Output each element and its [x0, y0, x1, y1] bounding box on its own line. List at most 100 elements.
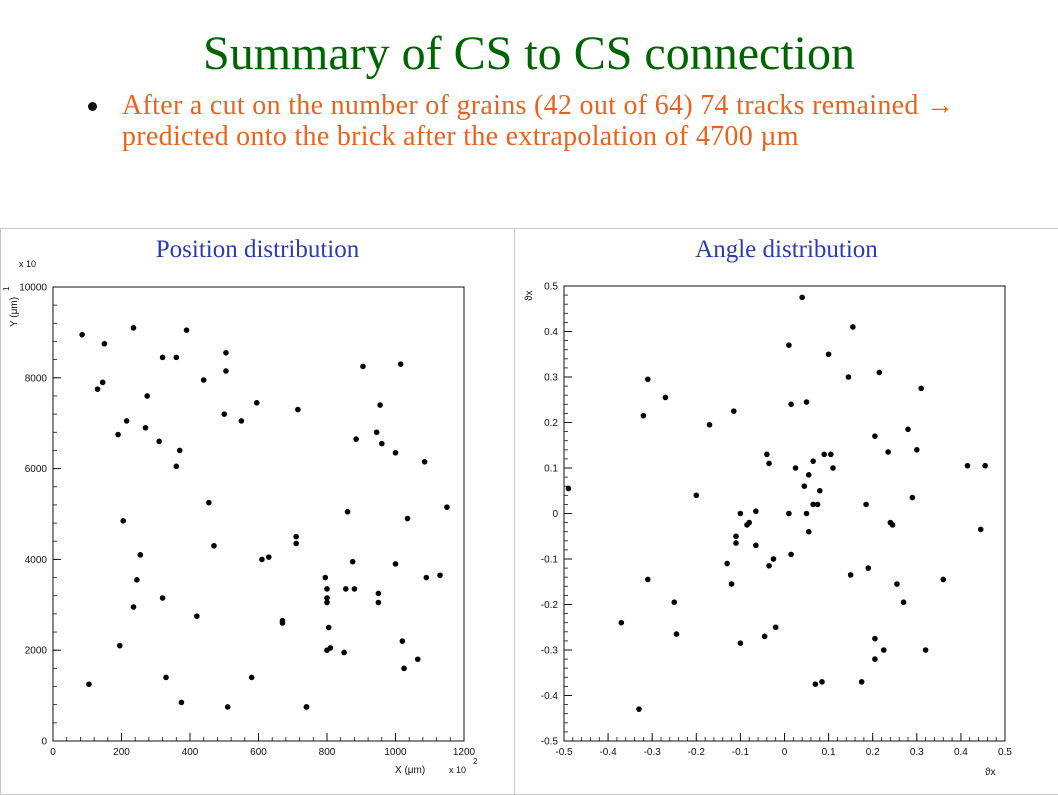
position-data-point [375, 590, 382, 597]
position-data-point [206, 499, 212, 506]
angle-x-tick-label: -0.2 [688, 747, 706, 758]
angle-y-tick-label: 0.4 [544, 327, 558, 338]
position-data-point [238, 418, 245, 424]
angle-data-point [845, 374, 852, 380]
position-data-point [253, 399, 260, 406]
position-x-tick-label: 1200 [453, 747, 476, 758]
position-data-point [79, 331, 85, 338]
position-data-point [123, 418, 130, 424]
angle-data-point [565, 485, 572, 492]
angle-x-tick-label: -0.1 [732, 747, 750, 758]
position-y-tick-label: 8000 [25, 373, 48, 384]
angle-data-point [814, 501, 821, 508]
position-data-point [322, 574, 329, 581]
angle-data-point [872, 656, 878, 662]
angle-y-tick-label: 0.2 [544, 418, 558, 429]
angle-data-point [788, 401, 794, 408]
position-data-point [343, 586, 349, 592]
angle-x-tick-label: -0.3 [644, 747, 662, 758]
angle-data-point [885, 449, 891, 455]
position-data-point [444, 504, 450, 510]
position-data-point [375, 599, 382, 606]
position-plot-frame [52, 286, 465, 742]
angle-data-point [940, 576, 947, 583]
position-data-point [99, 379, 106, 386]
angle-data-point [819, 679, 825, 685]
angle-data-point [850, 324, 856, 330]
position-data-point [353, 436, 359, 442]
position-data-point [351, 586, 358, 592]
position-x-scale-exponent: 2 [473, 757, 478, 766]
bullet-dot-icon [88, 102, 97, 111]
position-data-point [397, 361, 404, 367]
position-data-point [259, 556, 265, 563]
angle-data-point [872, 635, 878, 642]
position-x-tick-label: 800 [319, 747, 336, 758]
angle-data-point [810, 458, 816, 464]
angle-x-tick-label: 0.4 [954, 747, 968, 758]
angle-plot-frame [563, 285, 1006, 742]
position-data-point [221, 411, 228, 417]
position-data-point [404, 515, 411, 522]
position-data-point [324, 595, 330, 601]
position-data-point [86, 681, 92, 688]
position-data-point [176, 447, 183, 454]
right-arrow-icon: → [926, 90, 955, 121]
position-data-point [223, 368, 229, 374]
position-data-point [163, 674, 169, 681]
angle-y-tick-label: 0.3 [544, 373, 558, 384]
position-data-point [178, 699, 185, 706]
position-data-point [134, 577, 140, 583]
angle-data-point [914, 447, 920, 453]
angle-data-point [636, 706, 642, 712]
angle-data-point [825, 351, 832, 358]
position-data-point [211, 542, 217, 549]
position-data-point [303, 704, 310, 710]
angle-data-point [905, 426, 911, 433]
angle-data-point [918, 385, 925, 392]
position-data-point [183, 327, 190, 333]
angle-x-tick-label: 0 [782, 747, 788, 758]
angle-data-point [766, 460, 772, 467]
angle-data-point [753, 542, 759, 549]
angle-data-point [847, 572, 854, 578]
angle-data-point [746, 519, 753, 526]
angle-data-point [803, 399, 810, 405]
angle-y-tick-label: 0.1 [544, 464, 558, 475]
angle-data-point [801, 483, 808, 489]
angle-data-point [706, 421, 713, 428]
angle-data-point [761, 633, 768, 640]
angle-data-point [753, 508, 759, 515]
position-data-point [399, 638, 406, 644]
angle-data-point [618, 619, 625, 626]
position-data-point [156, 438, 162, 445]
slide-title: Summary of CS to CS connection [203, 27, 855, 80]
angle-data-point [786, 510, 792, 517]
angle-data-point [821, 451, 827, 458]
position-data-point [194, 613, 200, 619]
position-data-point [200, 377, 207, 383]
position-y-tick-label: 0 [41, 737, 47, 748]
position-data-point [344, 508, 351, 515]
position-data-point [224, 704, 231, 710]
position-data-point [130, 325, 137, 331]
angle-data-point [805, 528, 812, 535]
angle-data-point [977, 526, 984, 533]
angle-data-point [909, 494, 916, 501]
angle-data-point [863, 501, 869, 508]
angle-data-point [964, 462, 971, 469]
angle-data-point [922, 647, 929, 653]
angle-data-point [812, 681, 819, 687]
position-y-tick-label: 2000 [25, 646, 48, 657]
angle-data-point [693, 492, 700, 499]
angle-data-point [982, 462, 988, 469]
position-data-point [248, 674, 255, 681]
angle-y-axis-label: ϑx [524, 291, 535, 301]
position-x-tick-label: 1000 [384, 747, 407, 758]
position-data-point [423, 574, 430, 581]
position-data-point [279, 620, 286, 626]
angle-data-point [858, 679, 865, 685]
position-data-point [377, 402, 383, 408]
angle-data-point [830, 465, 836, 471]
angle-data-point [876, 369, 883, 376]
